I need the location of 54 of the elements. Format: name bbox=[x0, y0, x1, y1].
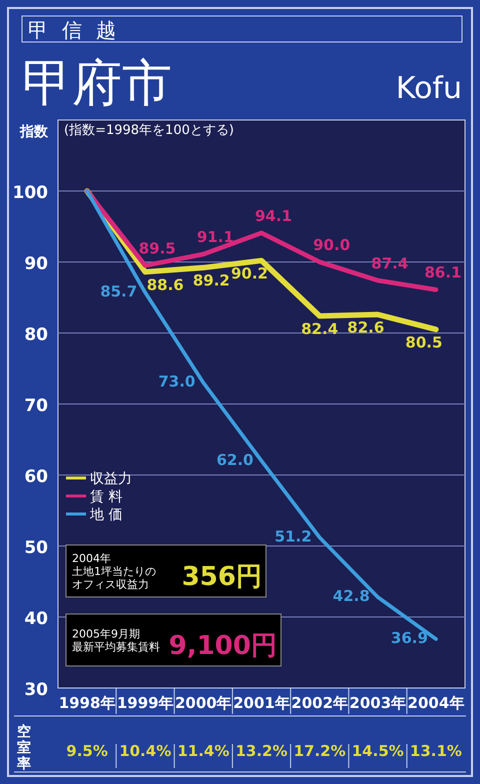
y-tick-label: 70 bbox=[24, 396, 48, 416]
annotation: 土地1坪当たりの bbox=[72, 565, 156, 578]
annotation: 最新平均募集賃料 bbox=[72, 640, 160, 654]
annotation: 9,100円 bbox=[168, 631, 277, 661]
data-label: 13.1% bbox=[410, 742, 462, 760]
data-label: 62.0 bbox=[216, 450, 254, 469]
y-tick-label: 50 bbox=[24, 538, 48, 558]
x-tick-label: 1998年 bbox=[58, 694, 116, 712]
annotation: 2005年9月期 bbox=[72, 628, 140, 640]
data-label: 13.2% bbox=[235, 742, 288, 760]
data-label: 94.1 bbox=[254, 206, 292, 225]
chart-subtitle: Kofu bbox=[396, 71, 462, 106]
data-label: 91.1 bbox=[196, 228, 234, 246]
y-tick-label: 90 bbox=[24, 254, 48, 274]
annotation: 356円 bbox=[182, 562, 262, 592]
legend-label: 収益力 bbox=[90, 471, 132, 487]
y-tick-label: 30 bbox=[24, 680, 48, 700]
y-axis-title: 指数 bbox=[19, 124, 49, 140]
x-tick-label: 2004年 bbox=[408, 694, 464, 712]
data-label: 14.5% bbox=[352, 742, 404, 760]
legend-label: 賃 料 bbox=[90, 489, 122, 505]
data-label: 89.2 bbox=[192, 272, 230, 290]
data-label: 11.4% bbox=[177, 742, 230, 760]
data-label: 82.6 bbox=[347, 318, 384, 337]
x-tick-label: 2000年 bbox=[174, 694, 232, 712]
data-label: 42.8 bbox=[332, 587, 370, 606]
data-label: 73.0 bbox=[158, 372, 196, 391]
data-label: 85.7 bbox=[100, 282, 138, 301]
legend-label: 地 価 bbox=[89, 507, 122, 523]
x-tick-label: 1999年 bbox=[116, 694, 174, 712]
y-tick-label: 60 bbox=[24, 467, 48, 487]
y-tick-label: 80 bbox=[24, 325, 48, 345]
data-label: 80.5 bbox=[405, 333, 442, 352]
x-tick-label: 2002年 bbox=[291, 694, 348, 712]
chart-title: 甲府市 bbox=[22, 54, 172, 112]
text: 甲信越 bbox=[28, 18, 130, 42]
data-label: 9.5% bbox=[66, 742, 108, 760]
data-label: 36.9 bbox=[390, 629, 428, 648]
y-tick-label: 40 bbox=[24, 609, 48, 629]
data-label: 89.5 bbox=[138, 240, 176, 258]
data-label: 88.6 bbox=[146, 276, 184, 294]
data-label: 86.1 bbox=[424, 264, 462, 282]
data-label: 90.0 bbox=[313, 236, 350, 254]
data-label: 17.2% bbox=[294, 742, 346, 760]
annotation: 2004年 bbox=[72, 552, 111, 565]
annotation: (指数=1998年を100とする) bbox=[64, 123, 234, 138]
annotation: オフィス収益力 bbox=[72, 578, 149, 591]
data-label: 51.2 bbox=[274, 527, 312, 546]
text: 空室率 bbox=[16, 723, 31, 772]
x-tick-label: 2001年 bbox=[233, 694, 290, 712]
data-label: 10.4% bbox=[119, 742, 172, 760]
y-tick-label: 100 bbox=[12, 183, 48, 203]
data-label: 90.2 bbox=[230, 264, 268, 283]
x-tick-label: 2003年 bbox=[349, 694, 406, 712]
